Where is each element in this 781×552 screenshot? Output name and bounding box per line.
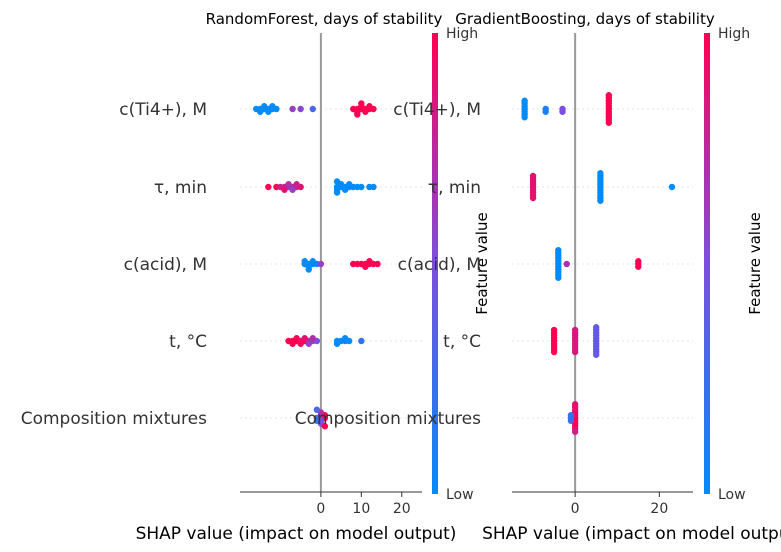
feature-label: t, °C	[443, 332, 481, 352]
shap-point	[605, 92, 613, 99]
shap-point	[362, 108, 369, 115]
x-tick-label: 0	[316, 501, 325, 517]
shap-point	[358, 100, 365, 107]
shap-point	[597, 197, 604, 204]
shap-point	[559, 108, 566, 115]
shap-point	[370, 183, 377, 191]
shap-point	[317, 260, 325, 268]
shap-point	[521, 114, 528, 121]
feature-label: t, °C	[169, 332, 207, 352]
feature-label: c(Ti4+), M	[119, 100, 207, 120]
colorbar-low-label: Low	[718, 487, 746, 503]
colorbar	[432, 33, 438, 494]
shap-point	[289, 186, 296, 193]
shap-point	[358, 337, 365, 345]
feature-label: Composition mixtures	[295, 409, 481, 429]
shap-point	[358, 183, 365, 191]
shap-point	[313, 406, 321, 413]
chart-panel-0: RandomForest, days of stability c(Ti4+), …	[21, 10, 491, 544]
shap-point	[567, 412, 575, 419]
shap-point	[563, 260, 570, 268]
shap-point	[521, 97, 528, 104]
colorbar	[704, 33, 710, 494]
shap-point	[297, 105, 304, 113]
x-axis-label: SHAP value (impact on model output)	[136, 524, 457, 544]
chart-title: RandomForest, days of stability	[206, 10, 443, 28]
shap-point	[668, 183, 676, 191]
feature-label: τ, min	[428, 178, 481, 198]
shap-point	[592, 351, 600, 358]
feature-label: c(Ti4+), M	[393, 100, 481, 120]
colorbar-label: Feature value	[746, 212, 764, 314]
shap-point	[555, 247, 562, 254]
shap-point	[301, 335, 308, 342]
shap-point	[529, 194, 537, 202]
shap-point	[309, 105, 316, 113]
shap-point	[293, 335, 300, 342]
shap-point	[289, 105, 296, 113]
x-tick-label: 0	[571, 501, 580, 517]
shap-point	[550, 326, 558, 334]
shap-point	[542, 108, 549, 115]
shap-point	[354, 111, 361, 118]
shap-point	[297, 340, 304, 347]
shap-point	[605, 119, 613, 126]
shap-point	[293, 181, 300, 188]
colorbar-high-label: High	[718, 26, 750, 42]
feature-label: c(acid), M	[398, 255, 481, 275]
shap-point	[289, 340, 296, 347]
shap-point	[257, 108, 264, 115]
shap-point	[261, 103, 268, 110]
shap-point	[333, 340, 341, 347]
shap-point	[555, 274, 562, 281]
shap-point	[597, 170, 604, 177]
colorbar-high-label: High	[446, 26, 478, 42]
chart-title: GradientBoosting, days of stability	[455, 10, 715, 28]
shap-point	[341, 186, 349, 193]
shap-point	[265, 108, 272, 115]
shap-point	[362, 263, 369, 270]
shap-point	[341, 335, 349, 342]
shap-point	[265, 183, 272, 191]
shap-point	[305, 266, 312, 273]
shap-point	[333, 189, 341, 196]
feature-label: c(acid), M	[124, 255, 207, 275]
shap-point	[567, 417, 575, 424]
feature-label: Composition mixtures	[21, 409, 207, 429]
shap-point	[285, 181, 292, 188]
shap-point	[592, 324, 600, 331]
shap-point	[571, 401, 579, 408]
chart-panel-1: GradientBoosting, days of stability c(Ti4…	[295, 10, 781, 544]
shap-point	[366, 258, 373, 265]
shap-point	[281, 186, 288, 193]
feature-label: τ, min	[154, 178, 207, 198]
shap-point	[529, 172, 537, 180]
x-tick-label: 10	[352, 501, 370, 517]
shap-point	[321, 423, 329, 430]
shap-point	[309, 258, 316, 265]
shap-point	[550, 348, 558, 356]
shap-point	[635, 263, 642, 270]
shap-point	[301, 258, 308, 265]
shap-point	[333, 178, 341, 185]
shap-point	[374, 260, 381, 268]
shap-point	[571, 326, 579, 334]
x-axis-label: SHAP value (impact on model output)	[482, 524, 781, 544]
x-tick-label: 20	[393, 501, 411, 517]
shap-point	[571, 428, 579, 435]
shap-point	[269, 103, 276, 110]
shap-point	[571, 348, 579, 356]
colorbar-label: Feature value	[473, 212, 491, 314]
x-tick-label: 20	[650, 501, 668, 517]
colorbar-low-label: Low	[446, 487, 474, 503]
shap-point	[635, 258, 642, 265]
shap-point	[346, 181, 353, 188]
shap-point	[305, 340, 312, 347]
shap-point	[366, 103, 373, 110]
shap-point	[309, 335, 316, 342]
